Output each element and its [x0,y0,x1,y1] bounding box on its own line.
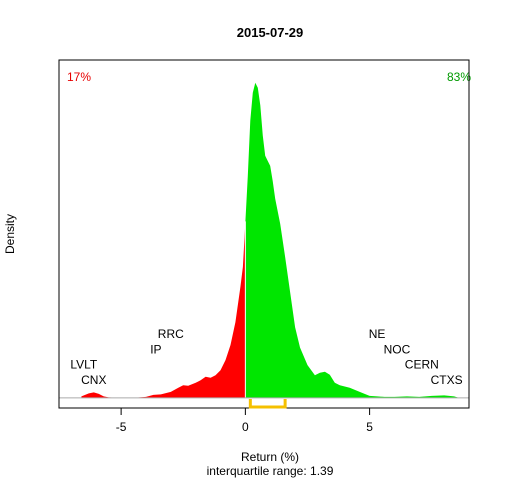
iqr-bracket [248,399,287,409]
annotation-cern: CERN [405,358,439,372]
annotation-ip: IP [150,343,161,357]
annotation-rrc: RRC [158,327,184,341]
negative-share-label: 17% [67,70,91,84]
x-axis: -5 0 5 [116,407,373,434]
chart-title: 2015-07-29 [237,25,304,40]
annotation-lvlt: LVLT [70,358,98,372]
x-axis-label: Return (%) [241,450,299,464]
x-tick-label: 5 [366,420,373,434]
annotation-cnx: CNX [81,373,106,387]
x-tick-label: -5 [116,420,127,434]
annotation-noc: NOC [384,343,411,357]
annotation-ctxs: CTXS [431,373,463,387]
y-axis-label: Density [3,214,17,254]
positive-share-label: 83% [447,70,471,84]
x-tick-label: 0 [242,420,249,434]
iqr-bracket-shape [248,399,287,409]
positive-density-area [245,82,460,398]
negative-density-area [81,221,246,398]
density-areas [59,82,469,399]
iqr-subtitle: interquartile range: 1.39 [207,464,334,478]
annotation-ne: NE [369,327,386,341]
